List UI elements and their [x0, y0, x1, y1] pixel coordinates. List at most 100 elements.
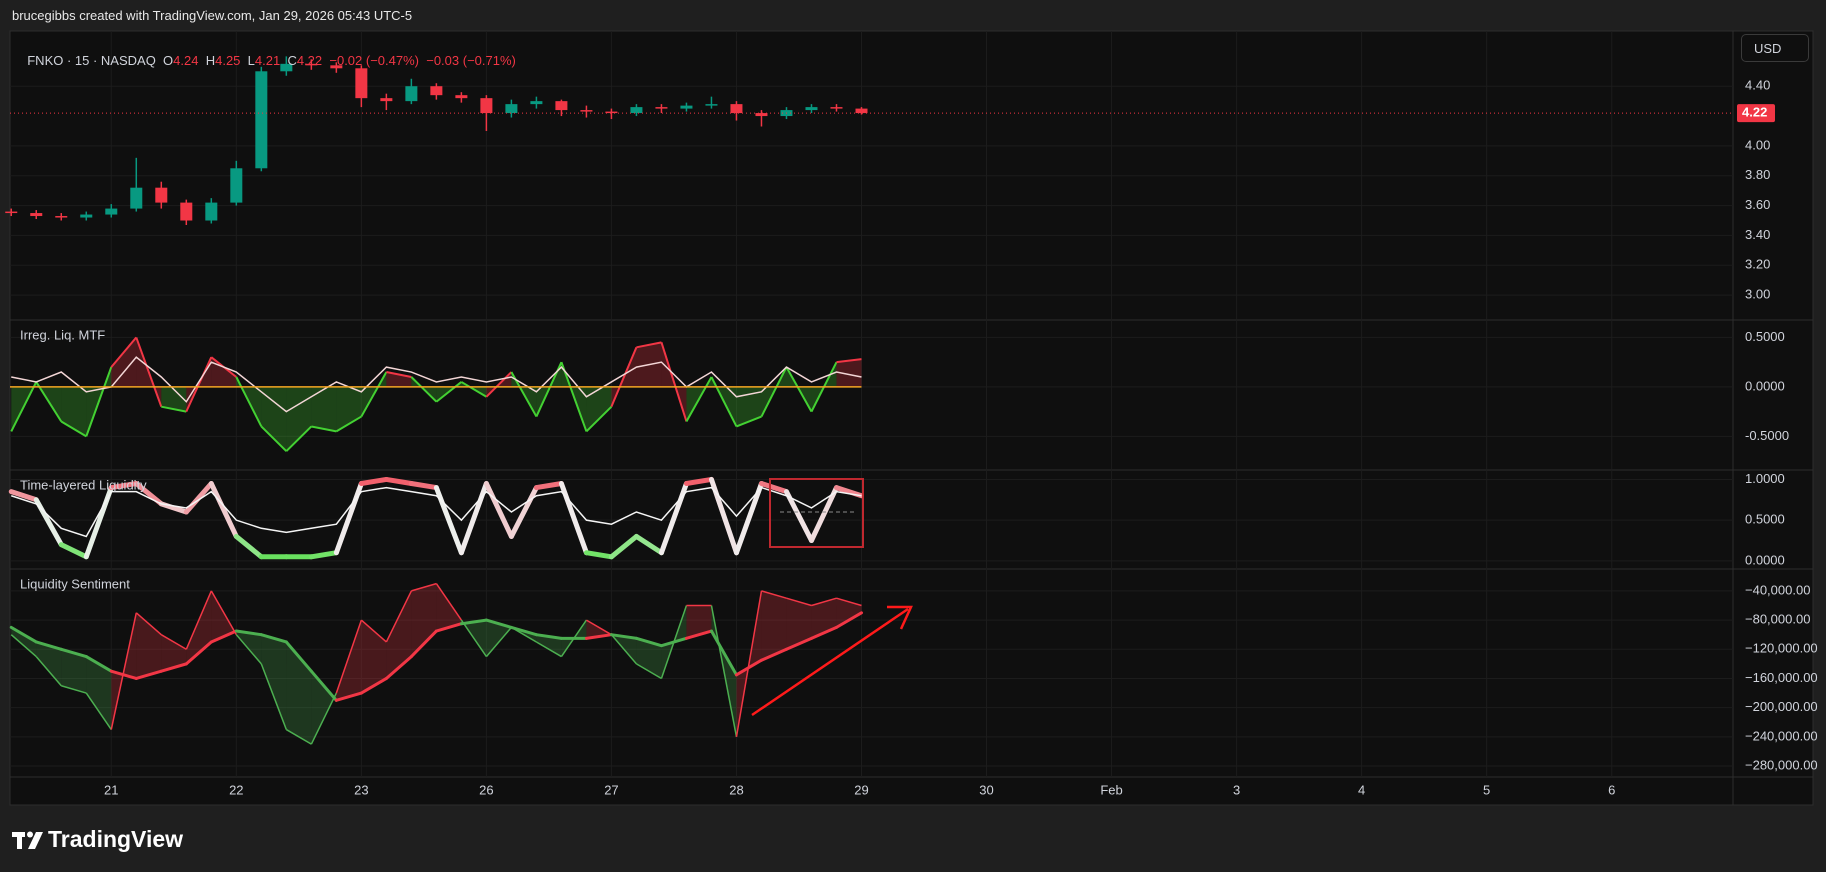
change-2: −0.03 (−0.71%) — [426, 53, 516, 68]
area-line — [235, 376, 263, 427]
band-fill — [436, 583, 462, 632]
footer-logo: TradingView — [48, 826, 184, 852]
fast-line — [836, 597, 862, 607]
slow-line — [284, 640, 313, 673]
candle-body — [555, 101, 568, 111]
ohlc-value: 4.22 — [296, 53, 323, 68]
area-fill — [836, 359, 862, 387]
fast-line — [786, 597, 812, 607]
grid-layer — [10, 31, 1813, 805]
fast-line — [360, 619, 387, 643]
candle-body — [655, 107, 668, 109]
area-fill — [311, 386, 337, 432]
x-tick-label: 26 — [479, 782, 493, 797]
area-line — [35, 381, 63, 423]
area-line — [410, 376, 438, 403]
candle-body — [680, 105, 693, 109]
x-tick-label: 29 — [854, 782, 868, 797]
band-fill — [311, 671, 337, 745]
area-line — [311, 425, 337, 433]
slow-line — [409, 629, 438, 659]
candle-body — [205, 202, 218, 221]
candle-body — [280, 63, 293, 72]
area-line — [85, 366, 113, 437]
area-line — [610, 346, 638, 408]
area-line — [636, 341, 662, 349]
candle-body — [705, 104, 718, 106]
y-tick-label: 3.20 — [1745, 257, 1770, 272]
pane-title: Irreg. Liq. MTF — [20, 327, 105, 342]
x-tick-label: Feb — [1100, 782, 1122, 797]
slow-line — [459, 618, 488, 626]
fast-line — [110, 612, 138, 730]
fast-line — [411, 582, 437, 592]
last-price-label: 4.22 — [1742, 105, 1767, 120]
ribbon-line — [458, 481, 489, 556]
area-fill — [736, 386, 762, 427]
band-fill — [261, 634, 287, 730]
ohlc-label: H — [205, 53, 216, 68]
candle-body — [180, 202, 193, 221]
slow-line — [59, 647, 88, 659]
ohlc-value: 4.24 — [173, 53, 199, 68]
candle-body — [855, 108, 868, 114]
area-line — [10, 381, 38, 432]
area-line — [685, 376, 713, 422]
area-line — [660, 342, 688, 422]
band-fill — [386, 590, 412, 679]
area-line — [836, 358, 862, 364]
fast-line — [761, 590, 787, 599]
band-fill — [786, 598, 812, 650]
y-tick-label: 3.00 — [1745, 287, 1770, 302]
slow-line — [259, 633, 288, 644]
y-tick-label: 0.5000 — [1745, 512, 1785, 527]
fast-line — [385, 590, 413, 643]
ribbon-line — [108, 481, 139, 491]
ribbon-line — [733, 481, 764, 556]
fast-line — [285, 728, 312, 745]
x-tick-label: 4 — [1358, 782, 1365, 797]
annotation-box — [769, 478, 864, 548]
ribbon-line — [658, 481, 689, 556]
symbol-legend: FNKO · 15 · NASDAQ O4.24 H4.25 L4.21 C4.… — [20, 38, 516, 68]
slow-line — [784, 636, 813, 651]
band-fill — [686, 605, 712, 639]
slow-line — [634, 636, 663, 648]
ribbon-line — [583, 550, 614, 560]
candle-body — [130, 187, 143, 209]
slow-line — [34, 640, 63, 651]
y-tick-label: −120,000.00 — [1745, 641, 1818, 656]
area-line — [335, 415, 362, 433]
ohlc-value: 4.21 — [254, 53, 281, 68]
ribbon-line — [633, 533, 664, 556]
line — [11, 356, 862, 413]
area-fill — [261, 386, 287, 452]
y-tick-label: 0.0000 — [1745, 378, 1785, 393]
candle-body — [5, 211, 18, 214]
ribbon-line — [8, 489, 39, 503]
fast-line — [35, 656, 62, 687]
band-fill — [161, 634, 187, 672]
currency-button[interactable]: USD — [1741, 34, 1809, 62]
y-tick-label: 0.5000 — [1745, 329, 1785, 344]
ribbon-line — [808, 485, 839, 544]
y-tick-label: 3.40 — [1745, 227, 1770, 242]
ribbon-line — [183, 481, 214, 515]
ribbon-line — [58, 542, 89, 560]
fast-line — [460, 619, 488, 658]
fast-line — [335, 619, 363, 694]
slow-line — [309, 669, 338, 702]
candle-body — [580, 110, 593, 112]
candle-body — [330, 65, 343, 69]
band-fill — [636, 638, 662, 679]
area-line — [710, 376, 738, 427]
band-fill — [536, 634, 562, 657]
y-tick-label: −80,000.00 — [1745, 612, 1810, 627]
ribbon-line — [758, 481, 789, 495]
band-fill — [61, 649, 87, 694]
area-line — [785, 366, 813, 413]
ribbon-line — [358, 476, 389, 487]
y-tick-label: 3.60 — [1745, 197, 1770, 212]
candle-body — [30, 213, 43, 217]
ribbon-line — [608, 533, 639, 560]
